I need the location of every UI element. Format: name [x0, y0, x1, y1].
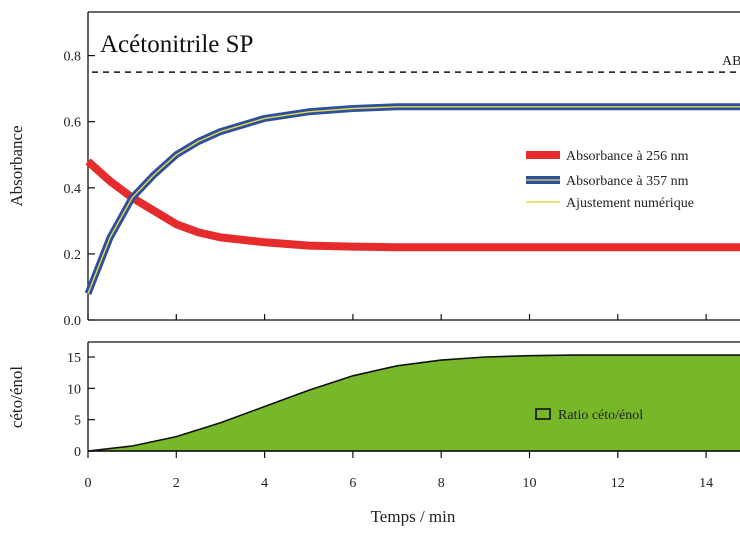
x-tick-label: 12 [611, 476, 625, 491]
bottom-y-tick-label: 15 [67, 351, 81, 366]
top-y-tick-label: 0.0 [64, 314, 82, 329]
absorbance-series [84, 103, 740, 295]
top-y-tick-label: 0.6 [64, 116, 82, 131]
series-fit-line [87, 106, 740, 294]
legend-label-ratio: Ratio céto/énol [558, 408, 643, 423]
x-tick-label: 2 [173, 476, 180, 491]
series-absorbance-256-line [85, 158, 740, 252]
bottom-y-axis-label: céto/énol [7, 366, 26, 429]
absorbance-panel: 0.0 0.2 0.4 0.6 0.8 AB Acétonitrile SP Absor… [7, 11, 740, 329]
legend-swatch-ratio [535, 408, 551, 420]
top-y-axis-label: Absorbance [7, 125, 26, 206]
reference-line-label: AB [722, 54, 740, 69]
x-axis-label: Temps / min [371, 507, 456, 526]
x-ticks: 0 2 4 6 8 10 12 14 [85, 314, 713, 491]
top-y-tick-label: 0.2 [64, 248, 82, 263]
ratio-panel: 0 5 10 15 0 2 4 6 8 10 12 14 céto/énol Temps / min… [7, 314, 740, 526]
chart-title: Acétonitrile SP [100, 31, 253, 58]
top-y-tick-label: 0.8 [64, 50, 82, 65]
legend-label-357: Absorbance à 357 nm [566, 174, 689, 189]
x-tick-label: 10 [523, 476, 537, 491]
bottom-y-ticks: 0 5 10 15 [67, 351, 95, 460]
ratio-area [87, 354, 740, 452]
legend-label-256: Absorbance à 256 nm [566, 149, 689, 164]
top-y-tick-label: 0.4 [64, 182, 82, 197]
x-tick-label: 8 [438, 476, 445, 491]
bottom-legend: Ratio céto/énol [535, 408, 643, 423]
x-tick-label: 14 [699, 476, 713, 491]
top-y-ticks: 0.0 0.2 0.4 0.6 0.8 [64, 50, 95, 329]
x-tick-label: 4 [261, 476, 268, 491]
bottom-y-tick-label: 5 [74, 414, 81, 429]
legend-label-fit: Ajustement numérique [566, 196, 694, 211]
bottom-y-tick-label: 10 [67, 382, 81, 397]
x-tick-label: 0 [85, 476, 92, 491]
bottom-y-tick-label: 0 [74, 445, 81, 460]
top-legend: Absorbance à 256 nm Absorbance à 357 nm … [526, 149, 694, 211]
x-tick-label: 6 [349, 476, 356, 491]
